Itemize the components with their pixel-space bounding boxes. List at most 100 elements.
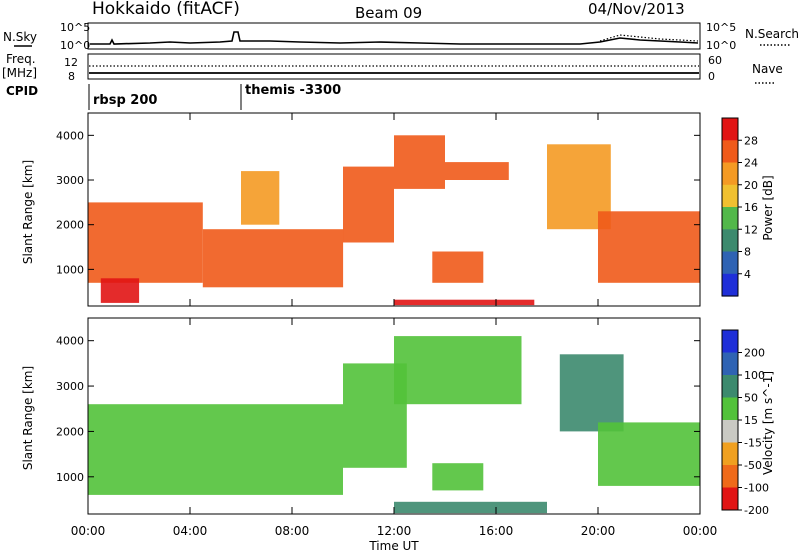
freq-tick-top: 12 bbox=[64, 56, 78, 69]
velocity-region-4 bbox=[432, 463, 484, 491]
nsky-panel bbox=[87, 22, 701, 50]
freq-tick-bottom: 8 bbox=[68, 70, 75, 83]
cpid-label: CPID bbox=[6, 84, 38, 98]
power-region-2 bbox=[100, 278, 140, 303]
beam-title: Beam 09 bbox=[355, 4, 422, 22]
power-colorbar-swatch bbox=[722, 229, 738, 253]
velocity-colorbar-tick-label: -15 bbox=[744, 437, 762, 450]
power-colorbar-tick-label: 24 bbox=[744, 157, 758, 170]
velocity-colorbar-swatch bbox=[722, 487, 738, 511]
velocity-region-7 bbox=[394, 501, 547, 514]
x-axis-label: Time UT bbox=[368, 539, 419, 553]
velocity-yticks: 1000 2000 3000 4000 bbox=[56, 335, 700, 484]
velocity-ytick-label: 4000 bbox=[56, 335, 84, 348]
x-tick-label: 20:00 bbox=[581, 524, 616, 538]
velocity-colorbar-tick-label: 50 bbox=[744, 392, 758, 405]
power-colorbar-tick-label: 4 bbox=[744, 268, 751, 281]
velocity-colorbar-tick-label: -100 bbox=[744, 482, 769, 495]
power-colorbar-swatch bbox=[722, 184, 738, 208]
x-tick-label: 04:00 bbox=[173, 524, 208, 538]
power-region-4 bbox=[241, 171, 280, 225]
nave-label: Nave bbox=[752, 62, 783, 76]
power-ytick-label: 1000 bbox=[56, 263, 84, 276]
power-ytick-label: 2000 bbox=[56, 219, 84, 232]
nave-tick-top: 60 bbox=[708, 54, 722, 67]
power-ylabel: Slant Range [km] bbox=[21, 160, 35, 264]
velocity-ytick-label: 2000 bbox=[56, 425, 84, 438]
velocity-region-1 bbox=[88, 404, 343, 495]
power-colorbar: 28 24 20 16 12 8 4 bbox=[721, 117, 758, 297]
velocity-colorbar-swatch bbox=[722, 375, 738, 398]
x-tick-label: 00:00 bbox=[71, 524, 106, 538]
power-region-3 bbox=[202, 229, 344, 288]
freq-unit: [MHz] bbox=[2, 66, 37, 80]
power-region-11 bbox=[394, 299, 535, 306]
power-colorbar-tick-label: 16 bbox=[744, 201, 758, 214]
power-colorbar-label: Power [dB] bbox=[761, 175, 775, 240]
power-colorbar-swatch bbox=[722, 273, 738, 297]
velocity-colorbar-swatch bbox=[722, 330, 738, 353]
power-ytick-label: 3000 bbox=[56, 174, 84, 187]
power-colorbar-swatch bbox=[722, 118, 738, 141]
power-colorbar-swatch bbox=[722, 251, 738, 275]
date-title: 04/Nov/2013 bbox=[588, 0, 685, 18]
velocity-colorbar-tick-label: -50 bbox=[744, 459, 762, 472]
power-colorbar-tick-label: 12 bbox=[744, 223, 758, 236]
nsky-tick-top-left: 10^5 bbox=[60, 21, 90, 34]
x-tick-label: 08:00 bbox=[275, 524, 310, 538]
power-colorbar-swatch bbox=[722, 140, 738, 164]
velocity-colorbar-swatch bbox=[722, 465, 738, 488]
nsky-trace bbox=[90, 31, 699, 45]
freq-label: Freq. bbox=[6, 52, 36, 66]
power-colorbar-tick-label: 8 bbox=[744, 246, 751, 259]
nsearch-trace bbox=[599, 34, 699, 42]
power-region-8 bbox=[432, 251, 484, 283]
velocity-colorbar-swatch bbox=[722, 420, 738, 443]
power-region-6 bbox=[394, 135, 445, 189]
x-tick-label: 12:00 bbox=[377, 524, 412, 538]
power-colorbar-tick-label: 28 bbox=[744, 134, 758, 147]
velocity-colorbar-tick-label: 200 bbox=[744, 347, 765, 360]
velocity-colorbar-swatch bbox=[722, 442, 738, 466]
nsky-tick-top-right: 10^5 bbox=[706, 21, 736, 34]
x-axis-ticks: 00:00 04:00 08:00 12:00 16:00 20:00 00:00 bbox=[71, 113, 718, 538]
velocity-ylabel: Slant Range [km] bbox=[21, 366, 35, 470]
power-colorbar-swatch bbox=[722, 207, 738, 230]
power-panel: 1000 2000 3000 4000 Slant Range [km] bbox=[21, 112, 701, 307]
velocity-ytick-label: 1000 bbox=[56, 471, 84, 484]
power-region-7 bbox=[445, 162, 509, 180]
velocity-colorbar-tick-label: -200 bbox=[744, 504, 769, 517]
velocity-colorbar-tick-label: 15 bbox=[744, 414, 758, 427]
velocity-region-3 bbox=[394, 336, 522, 405]
velocity-colorbar-swatch bbox=[722, 352, 738, 376]
power-ytick-label: 4000 bbox=[56, 129, 84, 142]
station-title: Hokkaido (fitACF) bbox=[92, 0, 240, 19]
power-region-5 bbox=[343, 166, 394, 243]
x-tick-label: 16:00 bbox=[479, 524, 514, 538]
nsearch-label: N.Search bbox=[745, 27, 799, 41]
x-tick-label: 00:00 bbox=[683, 524, 718, 538]
velocity-colorbar-swatch bbox=[722, 397, 738, 421]
velocity-colorbar-label: Velocity [m s^-1] bbox=[761, 371, 775, 475]
velocity-region-5 bbox=[559, 354, 624, 432]
cpid-mode-2: themis -3300 bbox=[245, 83, 341, 98]
cpid-mode-1: rbsp 200 bbox=[93, 93, 157, 108]
freq-panel bbox=[87, 53, 701, 80]
power-region-10 bbox=[598, 211, 700, 283]
nave-tick-bottom: 0 bbox=[708, 70, 715, 83]
velocity-colorbar: 200 100 50 15 -15 -50 -100 -200 bbox=[721, 329, 769, 517]
velocity-region-6 bbox=[598, 422, 700, 486]
power-colorbar-swatch bbox=[722, 162, 738, 186]
power-regions bbox=[88, 135, 700, 306]
nsky-label: N.Sky bbox=[3, 30, 37, 44]
velocity-panel: 1000 2000 3000 4000 Slant Range [km] bbox=[21, 317, 701, 515]
velocity-ytick-label: 3000 bbox=[56, 380, 84, 393]
nsky-tick-bottom-right: 10^0 bbox=[706, 39, 736, 52]
velocity-colorbar-tick-label: 100 bbox=[744, 369, 765, 382]
power-colorbar-tick-label: 20 bbox=[744, 179, 758, 192]
power-region-1 bbox=[88, 202, 203, 283]
nsky-tick-bottom-left: 10^0 bbox=[60, 39, 90, 52]
velocity-regions bbox=[88, 336, 700, 514]
power-yticks: 1000 2000 3000 4000 bbox=[56, 129, 700, 276]
